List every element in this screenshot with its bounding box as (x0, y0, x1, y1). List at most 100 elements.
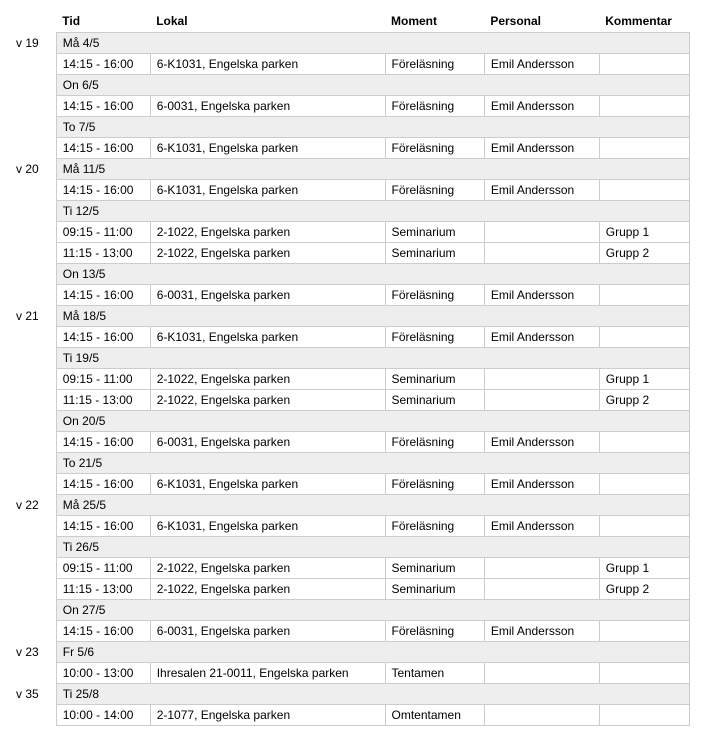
week-label (10, 285, 56, 306)
event-row: 09:15 - 11:002-1022, Engelska parkenSemi… (10, 558, 690, 579)
week-label (10, 432, 56, 453)
cell-kommentar (599, 705, 689, 726)
cell-tid: 09:15 - 11:00 (56, 222, 150, 243)
day-label: Ti 12/5 (56, 201, 689, 222)
cell-lokal: 2-1022, Engelska parken (150, 369, 385, 390)
cell-tid: 14:15 - 16:00 (56, 138, 150, 159)
week-label (10, 621, 56, 642)
cell-moment: Omtentamen (385, 705, 484, 726)
cell-lokal: 6-0031, Engelska parken (150, 432, 385, 453)
col-lokal: Lokal (150, 10, 385, 33)
cell-tid: 11:15 - 13:00 (56, 243, 150, 264)
cell-lokal: 6-K1031, Engelska parken (150, 516, 385, 537)
cell-personal: Emil Andersson (484, 432, 599, 453)
cell-personal: Emil Andersson (484, 180, 599, 201)
cell-lokal: 2-1022, Engelska parken (150, 243, 385, 264)
cell-kommentar: Grupp 1 (599, 558, 689, 579)
col-kommentar: Kommentar (599, 10, 689, 33)
cell-personal: Emil Andersson (484, 474, 599, 495)
cell-lokal: 2-1022, Engelska parken (150, 222, 385, 243)
event-row: 11:15 - 13:002-1022, Engelska parkenSemi… (10, 390, 690, 411)
day-label: Fr 5/6 (56, 642, 689, 663)
cell-kommentar (599, 621, 689, 642)
week-label (10, 180, 56, 201)
cell-moment: Föreläsning (385, 516, 484, 537)
day-label: On 6/5 (56, 75, 689, 96)
day-row: Ti 19/5 (10, 348, 690, 369)
cell-lokal: 6-K1031, Engelska parken (150, 54, 385, 75)
cell-kommentar: Grupp 2 (599, 579, 689, 600)
event-row: 14:15 - 16:006-K1031, Engelska parkenFör… (10, 327, 690, 348)
cell-moment: Tentamen (385, 663, 484, 684)
cell-moment: Seminarium (385, 390, 484, 411)
cell-kommentar: Grupp 2 (599, 243, 689, 264)
cell-personal: Emil Andersson (484, 285, 599, 306)
event-row: 14:15 - 16:006-K1031, Engelska parkenFör… (10, 474, 690, 495)
week-label (10, 96, 56, 117)
cell-lokal: 6-K1031, Engelska parken (150, 180, 385, 201)
cell-personal (484, 369, 599, 390)
cell-lokal: 2-1022, Engelska parken (150, 390, 385, 411)
event-row: 14:15 - 16:006-0031, Engelska parkenFöre… (10, 621, 690, 642)
event-row: 10:00 - 14:002-1077, Engelska parkenOmte… (10, 705, 690, 726)
cell-tid: 11:15 - 13:00 (56, 390, 150, 411)
week-label (10, 264, 56, 285)
week-label (10, 138, 56, 159)
cell-tid: 10:00 - 14:00 (56, 705, 150, 726)
event-row: 09:15 - 11:002-1022, Engelska parkenSemi… (10, 222, 690, 243)
week-label (10, 558, 56, 579)
cell-moment: Föreläsning (385, 54, 484, 75)
day-row: On 20/5 (10, 411, 690, 432)
cell-kommentar (599, 285, 689, 306)
week-label (10, 369, 56, 390)
event-row: 14:15 - 16:006-K1031, Engelska parkenFör… (10, 54, 690, 75)
cell-kommentar (599, 96, 689, 117)
week-label (10, 537, 56, 558)
week-label (10, 327, 56, 348)
cell-kommentar (599, 516, 689, 537)
cell-personal (484, 222, 599, 243)
week-label: v 23 (10, 642, 56, 663)
cell-moment: Seminarium (385, 369, 484, 390)
day-row: On 13/5 (10, 264, 690, 285)
event-row: 14:15 - 16:006-K1031, Engelska parkenFör… (10, 138, 690, 159)
cell-tid: 14:15 - 16:00 (56, 474, 150, 495)
day-row: v 19Må 4/5 (10, 33, 690, 54)
cell-kommentar: Grupp 1 (599, 222, 689, 243)
col-tid: Tid (56, 10, 150, 33)
day-row: On 6/5 (10, 75, 690, 96)
day-row: v 20Må 11/5 (10, 159, 690, 180)
cell-kommentar (599, 474, 689, 495)
cell-tid: 14:15 - 16:00 (56, 432, 150, 453)
event-row: 09:15 - 11:002-1022, Engelska parkenSemi… (10, 369, 690, 390)
day-row: v 21Må 18/5 (10, 306, 690, 327)
day-row: v 22Må 25/5 (10, 495, 690, 516)
day-label: To 21/5 (56, 453, 689, 474)
cell-moment: Seminarium (385, 243, 484, 264)
week-label (10, 516, 56, 537)
week-label (10, 579, 56, 600)
cell-tid: 14:15 - 16:00 (56, 96, 150, 117)
week-label (10, 201, 56, 222)
event-row: 14:15 - 16:006-0031, Engelska parkenFöre… (10, 285, 690, 306)
cell-lokal: 6-K1031, Engelska parken (150, 138, 385, 159)
week-label (10, 663, 56, 684)
cell-tid: 14:15 - 16:00 (56, 54, 150, 75)
col-personal: Personal (484, 10, 599, 33)
cell-moment: Föreläsning (385, 285, 484, 306)
cell-moment: Seminarium (385, 558, 484, 579)
week-label (10, 705, 56, 726)
cell-lokal: 6-K1031, Engelska parken (150, 474, 385, 495)
cell-personal (484, 558, 599, 579)
event-row: 14:15 - 16:006-K1031, Engelska parkenFör… (10, 180, 690, 201)
day-row: Ti 12/5 (10, 201, 690, 222)
cell-tid: 14:15 - 16:00 (56, 327, 150, 348)
header-row: Tid Lokal Moment Personal Kommentar (10, 10, 690, 33)
cell-kommentar (599, 327, 689, 348)
day-label: On 20/5 (56, 411, 689, 432)
cell-personal (484, 705, 599, 726)
cell-personal: Emil Andersson (484, 516, 599, 537)
cell-tid: 10:00 - 13:00 (56, 663, 150, 684)
day-label: On 13/5 (56, 264, 689, 285)
cell-lokal: 2-1022, Engelska parken (150, 558, 385, 579)
